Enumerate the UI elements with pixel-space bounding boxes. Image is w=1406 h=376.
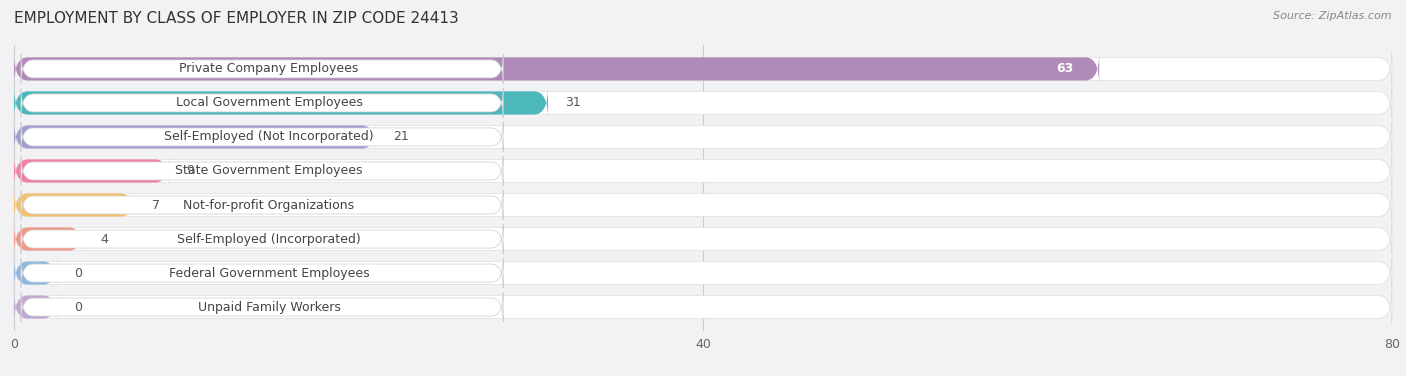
Text: Self-Employed (Incorporated): Self-Employed (Incorporated) [177, 232, 361, 246]
FancyBboxPatch shape [14, 155, 169, 186]
FancyBboxPatch shape [14, 121, 375, 153]
Text: 21: 21 [394, 130, 409, 144]
FancyBboxPatch shape [14, 121, 1392, 153]
Text: Not-for-profit Organizations: Not-for-profit Organizations [183, 199, 354, 212]
FancyBboxPatch shape [21, 54, 503, 84]
Text: Self-Employed (Not Incorporated): Self-Employed (Not Incorporated) [165, 130, 374, 144]
FancyBboxPatch shape [14, 258, 58, 289]
Text: Source: ZipAtlas.com: Source: ZipAtlas.com [1274, 11, 1392, 21]
Text: 9: 9 [186, 164, 194, 177]
Text: 7: 7 [152, 199, 160, 212]
FancyBboxPatch shape [14, 258, 1392, 289]
FancyBboxPatch shape [21, 190, 503, 220]
FancyBboxPatch shape [14, 87, 1392, 118]
Text: 4: 4 [100, 232, 108, 246]
FancyBboxPatch shape [14, 87, 548, 118]
FancyBboxPatch shape [14, 223, 1392, 255]
FancyBboxPatch shape [14, 155, 1392, 186]
FancyBboxPatch shape [14, 53, 1392, 85]
Text: Local Government Employees: Local Government Employees [176, 97, 363, 109]
Text: Private Company Employees: Private Company Employees [180, 62, 359, 76]
FancyBboxPatch shape [21, 122, 503, 152]
FancyBboxPatch shape [21, 224, 503, 254]
FancyBboxPatch shape [14, 291, 58, 323]
Text: 31: 31 [565, 97, 581, 109]
Text: State Government Employees: State Government Employees [176, 164, 363, 177]
Text: EMPLOYMENT BY CLASS OF EMPLOYER IN ZIP CODE 24413: EMPLOYMENT BY CLASS OF EMPLOYER IN ZIP C… [14, 11, 458, 26]
FancyBboxPatch shape [14, 190, 135, 221]
FancyBboxPatch shape [14, 223, 83, 255]
Text: Unpaid Family Workers: Unpaid Family Workers [197, 300, 340, 314]
Text: 0: 0 [75, 300, 83, 314]
Text: Federal Government Employees: Federal Government Employees [169, 267, 370, 279]
FancyBboxPatch shape [21, 88, 503, 118]
FancyBboxPatch shape [21, 258, 503, 288]
Text: 63: 63 [1056, 62, 1073, 76]
FancyBboxPatch shape [14, 53, 1099, 85]
Text: 0: 0 [75, 267, 83, 279]
FancyBboxPatch shape [21, 156, 503, 186]
FancyBboxPatch shape [21, 292, 503, 322]
FancyBboxPatch shape [14, 190, 1392, 221]
FancyBboxPatch shape [14, 291, 1392, 323]
